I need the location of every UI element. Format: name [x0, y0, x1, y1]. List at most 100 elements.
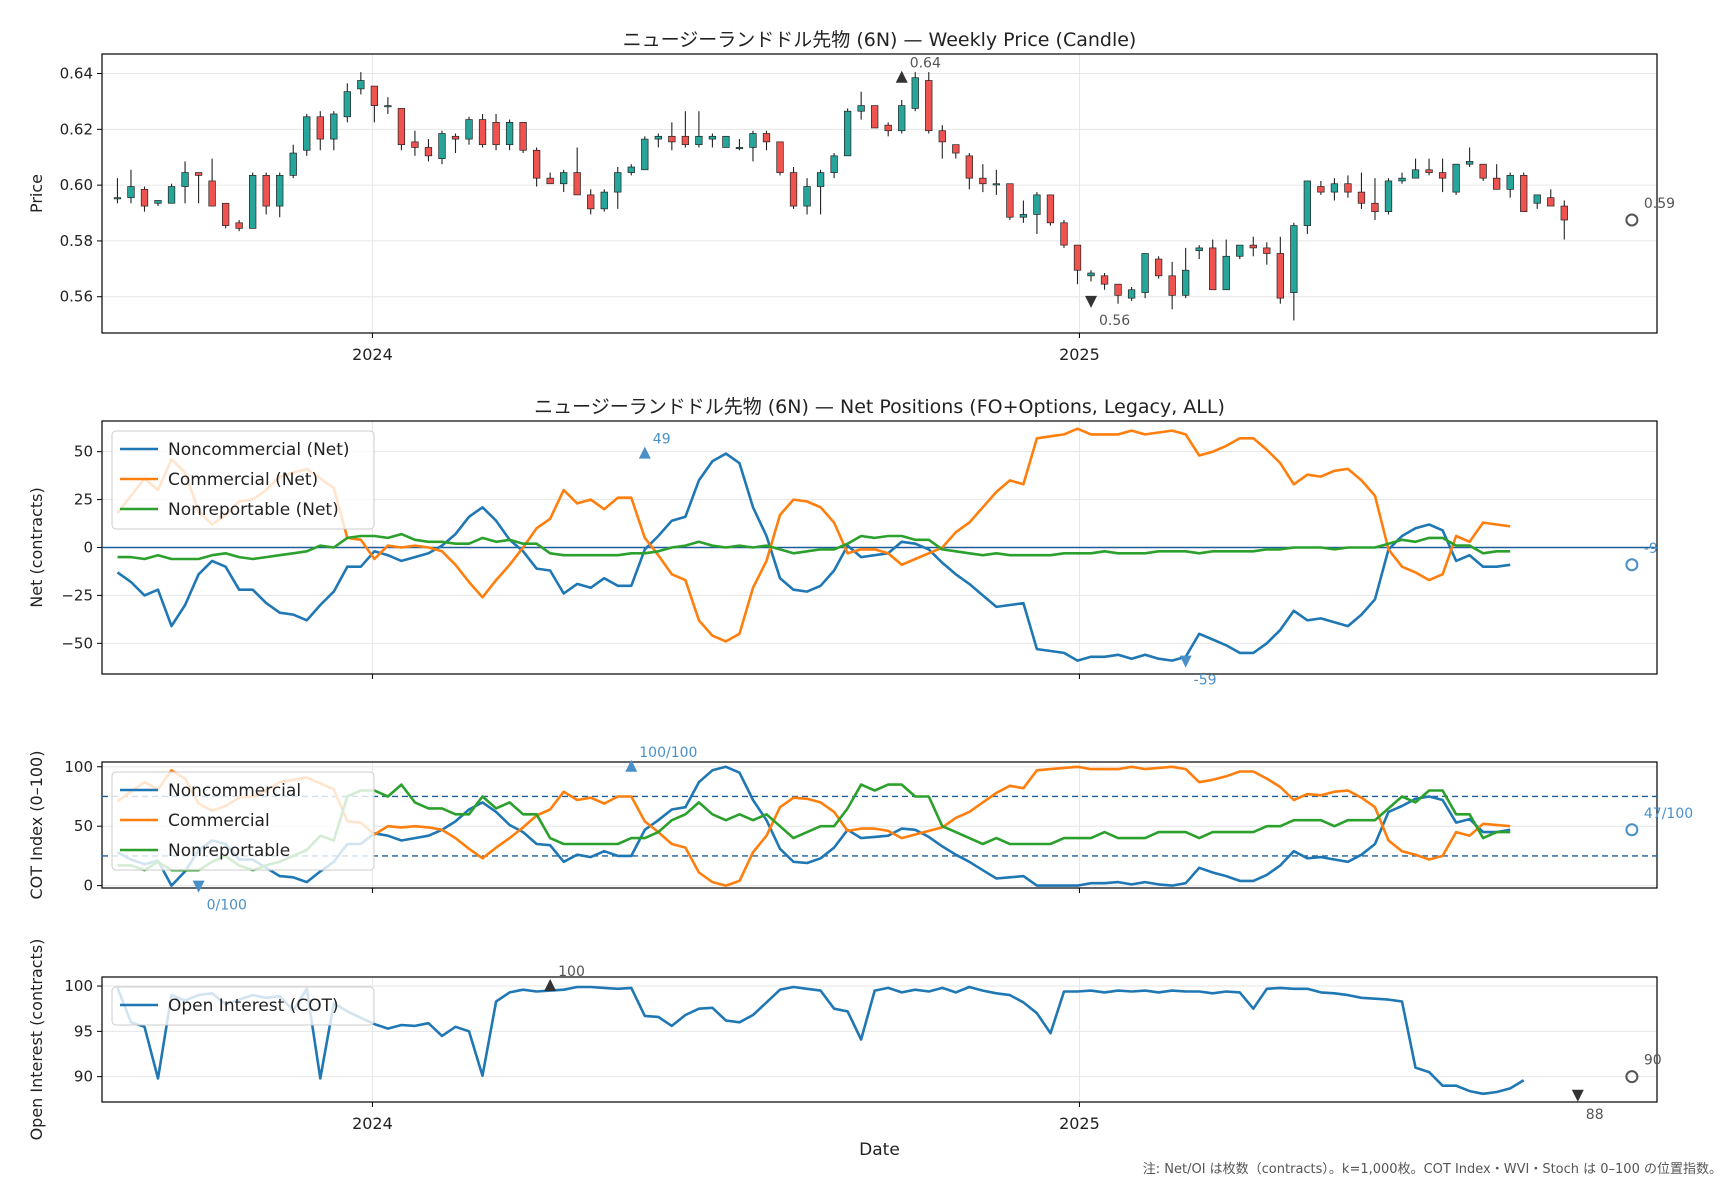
max-marker: [625, 759, 638, 772]
candle-body: [803, 186, 811, 207]
panel-title: ニュージーランドドル先物 (6N) — Weekly Price (Candle…: [623, 29, 1137, 51]
latest-marker: [1625, 1070, 1639, 1084]
candle-body: [1276, 253, 1284, 299]
candle-body: [1222, 255, 1230, 291]
x-tick-label: 2024: [352, 345, 393, 364]
y-tick-label: −25: [61, 586, 93, 604]
candle-body: [1303, 180, 1312, 226]
y-tick-label: 90: [74, 1068, 93, 1086]
min-marker: [1085, 295, 1098, 308]
max-marker: [895, 70, 908, 83]
candle-body: [1547, 197, 1555, 207]
min-marker: [1571, 1089, 1584, 1102]
legend-box: [111, 430, 375, 530]
legend-box: [111, 771, 375, 871]
y-axis-label: Net (contracts): [27, 487, 46, 607]
annotation-label: 100: [558, 964, 585, 980]
y-tick-label: 0: [83, 539, 93, 557]
candle-body: [438, 133, 446, 159]
candle-body: [857, 105, 865, 112]
x-tick-label: 2025: [1059, 345, 1100, 364]
candle-body: [127, 186, 135, 199]
candle-body: [1479, 163, 1487, 179]
candle-body: [181, 172, 189, 187]
panel-4: 90 95 100 Open Interest (contracts) 100 88 90 O…: [27, 939, 1662, 1160]
y-tick-label: 0: [83, 877, 93, 895]
candle-body: [789, 172, 798, 207]
candle-body: [303, 116, 311, 151]
legend-entry: Noncommercial: [168, 781, 301, 801]
candle-body: [1465, 161, 1474, 165]
candle-body: [587, 194, 595, 210]
candle-body: [1560, 205, 1568, 221]
legend-entry: Nonreportable: [168, 841, 290, 861]
candle-body: [600, 191, 608, 210]
min-marker: [192, 880, 205, 893]
y-tick-label: 50: [74, 443, 93, 461]
candle-body: [370, 85, 379, 106]
y-tick-label: 0.58: [60, 232, 93, 250]
annotation-label: 0.64: [910, 56, 941, 72]
candle-body: [330, 113, 338, 140]
candle-body: [208, 180, 216, 207]
candle-body: [1290, 225, 1298, 293]
legend-entry: Open Interest (COT): [168, 996, 339, 1016]
candle-body: [478, 119, 487, 146]
candle-body: [194, 172, 203, 176]
candle-body: [843, 110, 852, 157]
candle-body: [519, 122, 527, 151]
candle-body: [343, 91, 351, 118]
candle-body: [925, 80, 933, 132]
candle-body: [384, 105, 392, 108]
candle-body: [451, 135, 460, 140]
candle-body: [249, 175, 257, 229]
candle-body: [735, 147, 744, 150]
candle-body: [681, 135, 690, 146]
panel-3: 0 50 100 COT Index (0–100) 100/100 0/100 47/10…: [27, 745, 1693, 914]
candle-body: [1046, 194, 1055, 224]
candle-body: [1006, 183, 1014, 218]
legend-entry: Nonreportable (Net): [168, 500, 339, 520]
annotation-label: 0.56: [1099, 313, 1130, 329]
annotation-label: -9: [1644, 541, 1658, 557]
candle-body: [1520, 175, 1528, 212]
x-axis-label: Date: [859, 1140, 900, 1160]
candle-body: [113, 197, 122, 200]
legend: Noncommercial (Net) Commercial (Net) Nonre…: [111, 430, 375, 530]
candle-body: [1398, 177, 1406, 182]
candle-body: [1411, 169, 1420, 179]
candle-body: [654, 135, 662, 140]
y-tick-label: 100: [64, 977, 93, 995]
candle-body: [546, 177, 554, 185]
candle-body: [871, 105, 879, 129]
candle-body: [492, 122, 500, 146]
candle-body: [1317, 186, 1325, 193]
annotation-label: -59: [1194, 673, 1217, 689]
candle-body: [708, 135, 717, 140]
candle-body: [1100, 275, 1109, 285]
x-tick-label: 2025: [1059, 1114, 1100, 1133]
candle-body: [1114, 283, 1122, 296]
candle-body: [641, 138, 649, 171]
candle-body: [1087, 272, 1095, 277]
candle-body: [1060, 222, 1068, 246]
plot-frame: [101, 761, 1658, 889]
candle-body: [952, 144, 960, 154]
annotation-label: 88: [1586, 1107, 1604, 1123]
candle-body: [1154, 258, 1163, 277]
candle-body: [411, 141, 419, 148]
panel-1: 0.56 0.58 0.60 0.62 0.64 Price ニュージーランドドル先物 (6…: [27, 29, 1675, 364]
candle-body: [357, 80, 365, 90]
annotation-label: 47/100: [1644, 806, 1693, 822]
candle-body: [762, 133, 771, 143]
candle-body: [289, 152, 297, 176]
candle-body: [140, 188, 149, 207]
candle-body: [532, 149, 541, 179]
legend: Open Interest (COT): [111, 986, 375, 1026]
y-tick-label: 100: [64, 758, 93, 776]
y-axis-label: Open Interest (contracts): [27, 939, 46, 1141]
y-tick-label: 0.62: [60, 120, 93, 138]
candle-body: [573, 172, 581, 196]
candle-body: [505, 122, 514, 146]
